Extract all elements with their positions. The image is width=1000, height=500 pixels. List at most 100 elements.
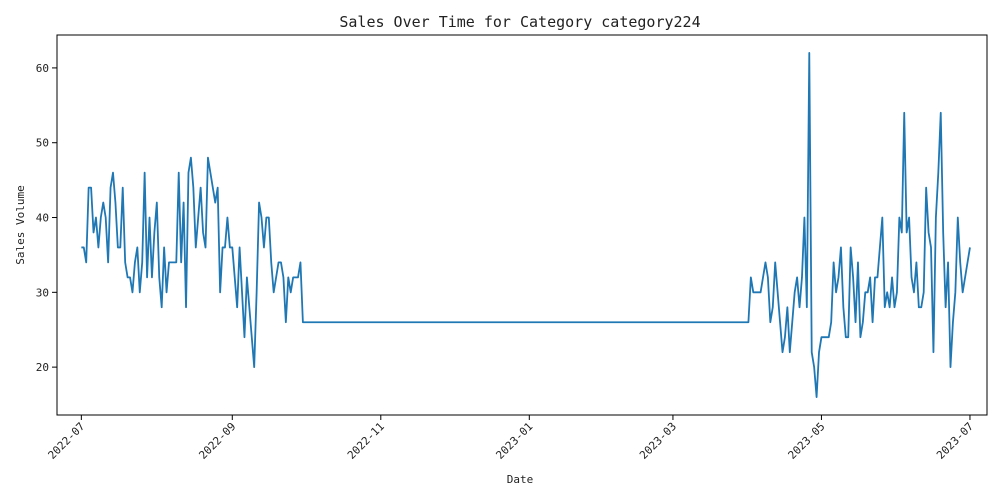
data-point <box>791 321 793 323</box>
data-point <box>937 172 939 174</box>
data-point <box>837 276 839 278</box>
data-point <box>903 112 905 114</box>
data-point <box>278 261 280 263</box>
data-point <box>222 246 224 248</box>
data-point <box>127 276 129 278</box>
y-tick-label: 30 <box>36 286 49 299</box>
data-point <box>845 336 847 338</box>
data-point <box>234 276 236 278</box>
data-point <box>295 276 297 278</box>
data-point <box>187 172 189 174</box>
data-point <box>945 306 947 308</box>
data-point <box>229 246 231 248</box>
data-point <box>942 231 944 233</box>
data-point <box>83 246 85 248</box>
data-point <box>796 276 798 278</box>
data-point <box>884 306 886 308</box>
data-point <box>862 321 864 323</box>
data-point <box>949 366 951 368</box>
data-point <box>928 231 930 233</box>
data-point <box>915 261 917 263</box>
data-point <box>782 351 784 353</box>
data-point <box>799 306 801 308</box>
data-point <box>954 291 956 293</box>
data-point <box>129 276 131 278</box>
data-point <box>847 336 849 338</box>
data-point <box>80 246 82 248</box>
data-point <box>253 366 255 368</box>
data-point <box>256 291 258 293</box>
data-point <box>813 366 815 368</box>
data-point <box>280 261 282 263</box>
data-point <box>214 202 216 204</box>
data-point <box>760 291 762 293</box>
data-point <box>906 231 908 233</box>
data-point <box>192 187 194 189</box>
data-point <box>774 261 776 263</box>
data-point <box>811 351 813 353</box>
data-point <box>886 291 888 293</box>
data-point <box>134 261 136 263</box>
y-tick-label: 40 <box>36 212 49 225</box>
data-point <box>131 291 133 293</box>
data-point <box>767 276 769 278</box>
data-point <box>141 261 143 263</box>
data-point <box>794 291 796 293</box>
data-point <box>124 261 126 263</box>
data-point <box>102 202 104 204</box>
data-point <box>139 291 141 293</box>
data-point <box>219 291 221 293</box>
data-point <box>828 336 830 338</box>
data-point <box>224 246 226 248</box>
y-tick-label: 60 <box>36 62 49 75</box>
data-point <box>158 276 160 278</box>
data-point <box>297 276 299 278</box>
data-point <box>212 187 214 189</box>
data-point <box>299 261 301 263</box>
data-point <box>209 172 211 174</box>
data-point <box>962 291 964 293</box>
data-point <box>874 276 876 278</box>
data-point <box>806 306 808 308</box>
data-point <box>918 306 920 308</box>
data-point <box>287 276 289 278</box>
data-point <box>859 336 861 338</box>
data-point <box>197 217 199 219</box>
data-point <box>879 246 881 248</box>
data-point <box>90 187 92 189</box>
data-point <box>913 291 915 293</box>
data-point <box>930 246 932 248</box>
data-point <box>855 321 857 323</box>
x-axis-label: Date <box>507 473 534 486</box>
data-point <box>246 276 248 278</box>
y-axis: 20 30 40 50 60 <box>36 62 57 374</box>
data-point <box>869 276 871 278</box>
data-point <box>200 187 202 189</box>
data-point <box>185 306 187 308</box>
data-point <box>285 321 287 323</box>
data-point <box>764 261 766 263</box>
data-point <box>852 276 854 278</box>
data-point <box>236 306 238 308</box>
data-point <box>151 276 153 278</box>
data-point <box>170 261 172 263</box>
data-point <box>857 261 859 263</box>
data-point <box>195 246 197 248</box>
data-point <box>205 246 207 248</box>
data-point <box>107 261 109 263</box>
data-point <box>180 261 182 263</box>
data-point <box>175 261 177 263</box>
data-point <box>818 351 820 353</box>
data-point <box>898 217 900 219</box>
data-point <box>88 187 90 189</box>
data-point <box>893 306 895 308</box>
data-point <box>750 276 752 278</box>
data-point <box>752 291 754 293</box>
data-point <box>779 321 781 323</box>
data-point <box>755 291 757 293</box>
data-point <box>261 217 263 219</box>
data-point <box>769 321 771 323</box>
data-point <box>964 276 966 278</box>
